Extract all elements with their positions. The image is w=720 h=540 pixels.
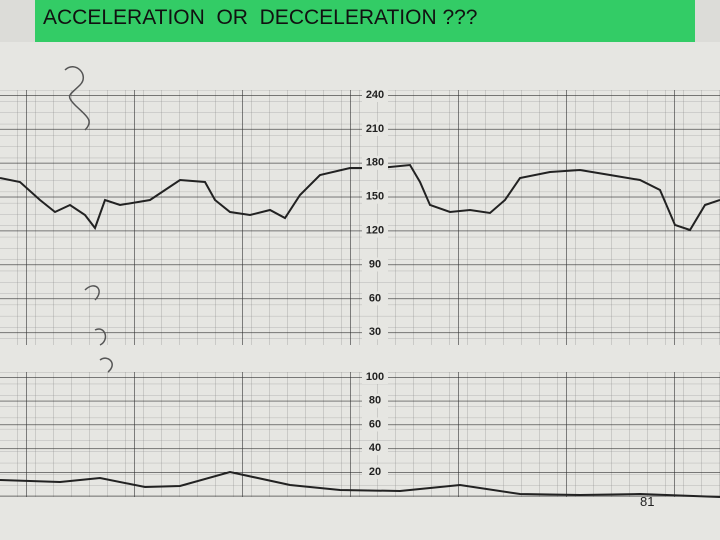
ua-trace: [0, 470, 720, 498]
page-number: 81: [640, 494, 655, 509]
slide-title: ACCELERATION OR DECCELERATION ???: [35, 0, 695, 42]
scale-label-bg: [362, 291, 388, 306]
scale-label-bg: [362, 189, 388, 204]
scale-label-bg: [362, 155, 388, 170]
scale-label: 210: [366, 123, 384, 135]
fhr-grid-major: [0, 90, 720, 345]
scale-label-bg: [362, 370, 388, 384]
scale-label: 30: [369, 326, 381, 338]
scale-label-bg: [362, 465, 388, 479]
scale-label: 150: [366, 191, 384, 203]
scale-label-bg: [362, 121, 388, 136]
ua-grid-major: [0, 372, 720, 497]
scale-label-bg: [362, 325, 388, 340]
scale-label-bg: [362, 441, 388, 456]
scale-label: 60: [369, 292, 381, 304]
scale-label: 60: [369, 418, 381, 430]
scale-label-bg: [362, 223, 388, 238]
scale-label: 120: [366, 225, 384, 237]
scale-label-bg: [362, 393, 388, 408]
scale-label: 80: [369, 395, 381, 407]
scale-label: 20: [369, 466, 381, 478]
scale-label-bg: [362, 417, 388, 432]
scale-label: 240: [366, 89, 384, 101]
fhr-trace: [0, 163, 720, 232]
scale-label: 180: [366, 157, 384, 169]
scale-label-bg: [362, 88, 388, 102]
scale-label-bg: [362, 257, 388, 272]
scale-label: 90: [369, 258, 381, 270]
scale-label: 40: [369, 442, 381, 454]
handwriting: [64, 65, 113, 373]
scale-label: 100: [366, 371, 384, 383]
